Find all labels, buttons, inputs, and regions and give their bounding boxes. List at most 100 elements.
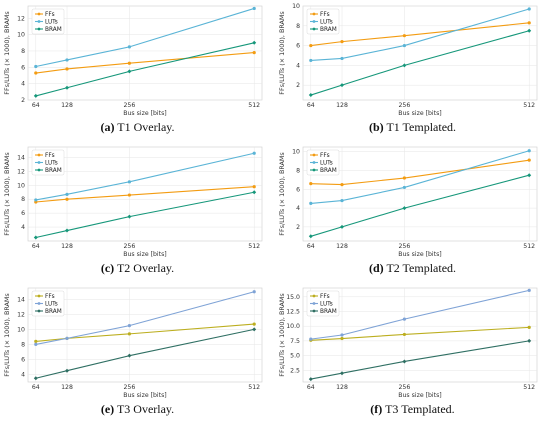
data-point <box>252 151 256 155</box>
data-point <box>252 50 256 55</box>
data-point <box>527 325 531 329</box>
chart-svg: 2 4 6 8 10 64 128 256 512 Bus size [bits] FFs/LUTs… <box>278 3 538 117</box>
chart-panel-e: 4 6 8 10 12 14 64 128 256 512 Bus size [bits] FFs/L… <box>0 282 275 423</box>
data-point <box>34 64 38 69</box>
legend-label: FFs <box>320 153 330 159</box>
series-line-ffs <box>310 22 530 47</box>
series-line-ffs <box>310 326 530 341</box>
x-tick-label: 128 <box>336 102 348 109</box>
y-tick-label: 10 <box>292 3 300 10</box>
data-point <box>340 198 344 203</box>
legend-box <box>31 8 65 35</box>
series-line-luts <box>310 8 530 61</box>
y-tick-label: 2.5 <box>290 367 300 374</box>
x-tick-label: 64 <box>32 102 40 109</box>
y-tick-label: 5.0 <box>290 353 300 360</box>
x-tick-label: 512 <box>523 384 535 391</box>
data-point <box>402 206 407 211</box>
data-point <box>527 338 532 343</box>
legend-label: FFs <box>45 294 55 300</box>
y-tick-label: 4 <box>296 205 300 212</box>
y-tick-label: 6 <box>21 64 25 71</box>
y-tick-label: 8 <box>21 341 25 348</box>
data-point <box>127 69 132 74</box>
series-line-ffs <box>35 52 255 74</box>
legend-label: LUTs <box>320 20 333 26</box>
panel-caption: (c) T2 Overlay. <box>100 261 175 275</box>
legend-label: FFs <box>45 12 55 18</box>
data-point <box>65 58 69 62</box>
data-point <box>34 198 38 202</box>
legend-marker <box>37 161 41 164</box>
data-point <box>527 149 531 153</box>
data-point <box>309 337 313 341</box>
series-line-luts <box>35 152 255 201</box>
data-point <box>252 322 256 326</box>
legend-marker <box>312 309 316 313</box>
data-point <box>340 224 344 229</box>
x-tick-label: 64 <box>32 243 40 250</box>
legend-label: FFs <box>320 294 330 300</box>
data-point <box>340 333 344 337</box>
x-tick-label: 512 <box>248 384 260 391</box>
x-axis-label: Bus size [bits] <box>398 251 441 258</box>
x-tick-label: 256 <box>123 102 135 109</box>
y-tick-label: 14 <box>17 154 25 161</box>
data-point <box>527 21 531 25</box>
y-tick-label: 10.0 <box>286 323 300 330</box>
y-tick-label: 2 <box>21 97 25 104</box>
legend-label: BRAM <box>45 168 62 174</box>
y-tick-label: 10 <box>17 182 25 189</box>
x-tick-label: 512 <box>248 243 260 250</box>
series-line-bram <box>310 174 530 237</box>
y-tick-label: 4 <box>21 224 25 231</box>
y-tick-label: 6 <box>296 43 300 50</box>
x-axis-label: Bus size [bits] <box>123 110 166 117</box>
panel-caption: (d) T2 Templated. <box>368 261 457 275</box>
series-line-bram <box>310 340 530 380</box>
panel-caption: (e) T3 Overlay. <box>100 402 175 416</box>
x-tick-label: 128 <box>336 243 348 250</box>
y-tick-label: 6 <box>296 186 300 193</box>
data-point <box>65 85 69 90</box>
data-point <box>308 234 313 239</box>
legend-label: LUTs <box>320 161 333 167</box>
legend-marker <box>312 161 316 164</box>
legend-box <box>31 290 65 317</box>
x-tick-label: 256 <box>398 384 410 391</box>
y-axis-label: FFs/LUTs (× 1000), BRAMs <box>278 152 286 236</box>
chart-svg: 4 6 8 10 12 14 64 128 256 512 Bus size [bits] FFs/L… <box>3 287 263 399</box>
y-tick-label: 12.5 <box>286 309 300 316</box>
chart-panel-b: 2 4 6 8 10 64 128 256 512 Bus size [bits] FFs/LUTs… <box>275 0 550 141</box>
x-tick-label: 256 <box>123 243 135 250</box>
legend-marker <box>312 20 316 23</box>
x-tick-label: 512 <box>523 102 535 109</box>
data-point <box>127 353 132 358</box>
data-point <box>65 197 69 201</box>
legend-box <box>306 149 340 176</box>
x-axis-label: Bus size [bits] <box>123 251 166 258</box>
legend-marker <box>312 294 316 298</box>
series-line-bram <box>310 30 530 96</box>
legend-box <box>306 290 340 317</box>
panel-caption: (f) T3 Templated. <box>370 402 455 416</box>
series-line-bram <box>35 328 255 379</box>
x-tick-label: 512 <box>523 243 535 250</box>
legend-label: BRAM <box>320 309 337 315</box>
legend-marker <box>37 309 41 313</box>
x-axis-label: Bus size [bits] <box>123 392 166 399</box>
data-point <box>34 342 38 346</box>
x-tick-label: 256 <box>123 384 135 391</box>
legend-marker <box>37 294 41 298</box>
data-point <box>402 176 406 180</box>
x-axis-label: Bus size [bits] <box>398 392 441 399</box>
data-point <box>309 182 313 186</box>
x-tick-label: 128 <box>61 102 73 109</box>
series-line-bram <box>35 191 255 239</box>
series-line-luts <box>310 289 530 340</box>
y-tick-label: 12 <box>17 15 25 22</box>
data-point <box>402 317 406 321</box>
y-tick-label: 8 <box>21 48 25 55</box>
data-point <box>33 235 38 240</box>
y-tick-label: 8 <box>296 168 300 175</box>
